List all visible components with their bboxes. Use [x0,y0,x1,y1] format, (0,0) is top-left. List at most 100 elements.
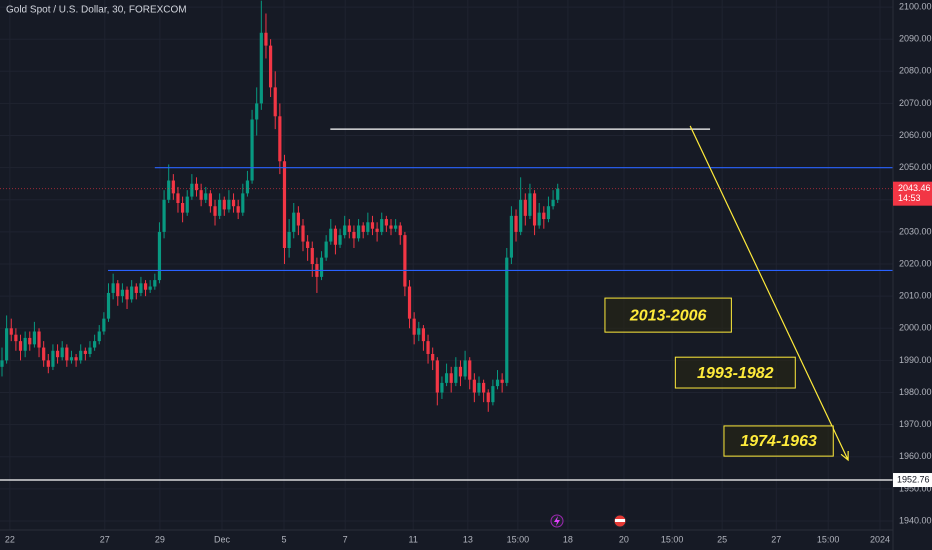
candle-body [176,193,180,204]
candle-body [69,357,74,361]
candle-body [60,347,64,358]
candle-body [505,257,509,383]
candle-body [74,357,78,361]
candle-body [454,366,458,383]
candle-body [495,379,500,387]
candle-body [241,193,245,213]
last-price-label: 2043.46 [898,183,931,193]
y-tick-label: 2030.00 [899,226,932,236]
candle-body [500,379,504,383]
candle-body [412,318,416,335]
price-label: 1952.76 [897,474,930,484]
candle-body [259,32,263,104]
candle-body [477,382,481,393]
candle-body [338,235,342,245]
candle-body [23,337,27,351]
candle-body [111,283,115,293]
candle-body [491,386,495,403]
x-tick-label: 27 [100,534,110,544]
candle-body [468,360,472,380]
candle-body [97,331,101,342]
candle-body [394,225,398,229]
candle-body [162,199,166,232]
candle-body [0,360,4,367]
candle-body [130,286,134,300]
candle-body [463,360,467,377]
candle-body [528,193,532,216]
candle-body [250,119,254,181]
grid [0,0,893,530]
candle-body [347,225,351,232]
candle-body [375,228,379,232]
candle-body [268,45,273,88]
candle-body [356,225,361,239]
annotation-box [674,356,796,389]
y-tick-label: 1990.00 [899,355,932,365]
candle-body [157,231,162,281]
x-tick-label: 13 [463,534,473,544]
candle-body [421,328,426,342]
candle-body [143,283,148,290]
candle-body [204,193,208,200]
x-tick-label: 5 [282,534,287,544]
candle-body [292,212,296,232]
candle-body [514,215,518,232]
candle-body [93,341,97,348]
candle-body [190,183,194,197]
candle-body [46,360,50,367]
candle-body [120,289,124,297]
candle-body [167,180,171,200]
candle-body [380,219,384,232]
candle-body [282,161,287,248]
candle-body [125,289,129,300]
candle-body [218,199,222,216]
axes: 1940.00 1950.00 1960.00 1970.00 1980.00 1990.… [5,1,932,544]
x-tick-label: 11 [409,534,418,544]
candle-body [306,241,310,248]
candle-body [551,199,555,207]
candle-body [384,219,388,226]
candle-body [444,373,449,383]
candle-body [435,360,439,393]
annotation-text: 1993-1982 [697,365,774,382]
candle-body [361,225,365,232]
candle-body [148,286,152,290]
candle-body [28,337,32,345]
annotation-text: 1974-1963 [740,433,817,450]
annotation-box [723,425,834,457]
candle-body [407,286,412,319]
lightning-icon [554,516,560,526]
chart-title: Gold Spot / U.S. Dollar, 30, FOREXCOM [6,5,187,16]
candle-body [264,32,268,46]
y-tick-label: 2010.00 [899,291,932,301]
last-price-box [893,181,932,206]
candle-body [208,193,212,207]
candle-body [532,193,537,226]
annotation-text: 2013-2006 [629,307,707,324]
candle-body [171,180,175,194]
candle-body [301,225,305,242]
candle-body [352,231,356,239]
candle-body [537,212,541,226]
candle-body [79,350,83,361]
candle-body [181,203,185,213]
candle-body [255,103,259,120]
candle-body [366,222,370,232]
price-label-box [893,473,932,488]
candle-body [153,280,157,287]
candle-body [310,247,314,265]
x-tick-label: 18 [563,534,573,544]
y-tick-label: 2000.00 [899,323,932,333]
x-tick-label: 25 [717,534,727,544]
candle-body [431,353,435,361]
candle-body [343,225,347,236]
candle-body [134,286,138,293]
candle-body [194,183,199,191]
candle-body [65,347,69,361]
x-tick-label: 2024 [870,534,890,544]
y-tick-label: 2080.00 [899,66,932,76]
candle-body [542,212,546,220]
candle-body [222,199,226,210]
candle-body [370,222,375,229]
candle-body [296,212,300,226]
